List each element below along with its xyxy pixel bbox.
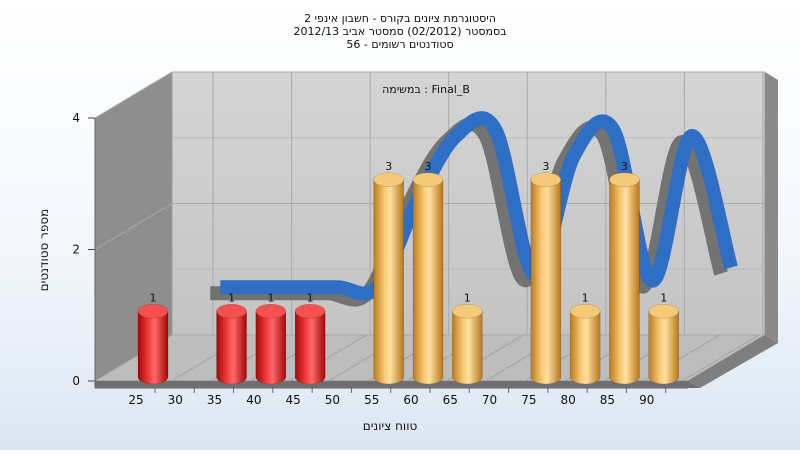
bar-body: [373, 179, 404, 385]
x-tick-label: 50: [325, 393, 340, 407]
y-tick-labels: 0 2 4: [72, 111, 95, 388]
grid-line-wall: [94, 71, 173, 119]
trend-ribbon: [210, 111, 738, 307]
bar-body: [648, 311, 679, 385]
bar-top: [609, 172, 640, 187]
x-tick-label: 70: [482, 393, 497, 407]
bar-data-label: 1: [307, 291, 314, 304]
bars: 1 1 1 1 3 3 1 3 1 3 1: [137, 160, 679, 385]
bar: 1: [569, 291, 601, 385]
bar-body: [569, 311, 601, 385]
trend-ribbon-line: [220, 111, 738, 301]
bar: 1: [216, 291, 247, 385]
x-tick-label: 45: [285, 393, 300, 407]
bar-top: [452, 304, 483, 319]
y-tick-label: 2: [72, 243, 80, 257]
x-tick-label: 35: [207, 393, 222, 407]
bar-top: [294, 304, 326, 319]
y-tick-label: 0: [72, 374, 80, 388]
y-tick-label: 4: [72, 111, 80, 125]
bar-data-label: 1: [267, 291, 274, 304]
bar-data-label: 1: [464, 291, 471, 304]
right-edge: [765, 72, 778, 343]
bar: 1: [648, 291, 679, 385]
bar-top: [137, 304, 169, 319]
bar: 3: [609, 160, 640, 385]
x-tick-label: 85: [600, 393, 615, 407]
bar-body: [412, 179, 444, 385]
bar-data-label: 1: [150, 291, 157, 304]
floor-grid-line: [681, 334, 760, 382]
bar-top: [373, 172, 404, 187]
bar: 1: [137, 291, 169, 385]
bar-data-label: 1: [228, 291, 235, 304]
bar-top: [530, 172, 562, 187]
chart-subtitle: במשימה : Final_B: [382, 83, 470, 96]
x-tick-label: 30: [168, 393, 183, 407]
bar-top: [648, 304, 679, 319]
bar: 3: [373, 160, 404, 385]
bar-body: [137, 311, 169, 385]
y-axis-label: מספר סטודנטים: [37, 209, 51, 292]
floor-side: [688, 335, 778, 388]
bar-data-label: 3: [621, 160, 628, 173]
bar-data-label: 1: [660, 291, 667, 304]
x-tick-label: 25: [128, 393, 143, 407]
bar-body: [530, 179, 562, 385]
chart-title-line-2: בסמסטר (02/2012) סמסטר אביב 2012/13: [293, 25, 506, 38]
x-tick-label: 90: [639, 393, 654, 407]
chart-title-line-1: היסטוגרמת ציונים בקורס - חשבון אינפי 2: [304, 12, 496, 25]
x-tick-label: 40: [246, 393, 261, 407]
x-axis-label: טווח ציונים: [363, 419, 418, 433]
bar-body: [609, 179, 640, 385]
bar-top: [569, 304, 601, 319]
bar-body: [255, 311, 287, 385]
bar: 1: [255, 291, 287, 385]
bar: 3: [412, 160, 444, 385]
bar-data-label: 3: [424, 160, 431, 173]
grid-line-wall: [94, 203, 173, 250]
bar: 1: [452, 291, 483, 385]
bar-body: [216, 311, 247, 385]
x-tick-label: 75: [521, 393, 536, 407]
bar-data-label: 3: [385, 160, 392, 173]
bar-top: [216, 304, 247, 319]
x-tick-labels: 25 30 35 40 45 50 55 60 65 70 75 80 85 90: [128, 388, 667, 407]
bar-body: [294, 311, 326, 385]
x-tick-label: 80: [560, 393, 575, 407]
bar: 3: [530, 160, 562, 385]
bar: 1: [294, 291, 326, 385]
chart-title-line-3: סטודנטים רשומים - 56: [346, 38, 453, 51]
bar-body: [452, 311, 483, 385]
x-tick-label: 55: [364, 393, 379, 407]
x-tick-label: 65: [443, 393, 458, 407]
bar-data-label: 1: [582, 291, 589, 304]
bar-data-label: 3: [542, 160, 549, 173]
bar-top: [412, 172, 444, 187]
bar-top: [255, 304, 287, 319]
x-tick-label: 60: [403, 393, 418, 407]
